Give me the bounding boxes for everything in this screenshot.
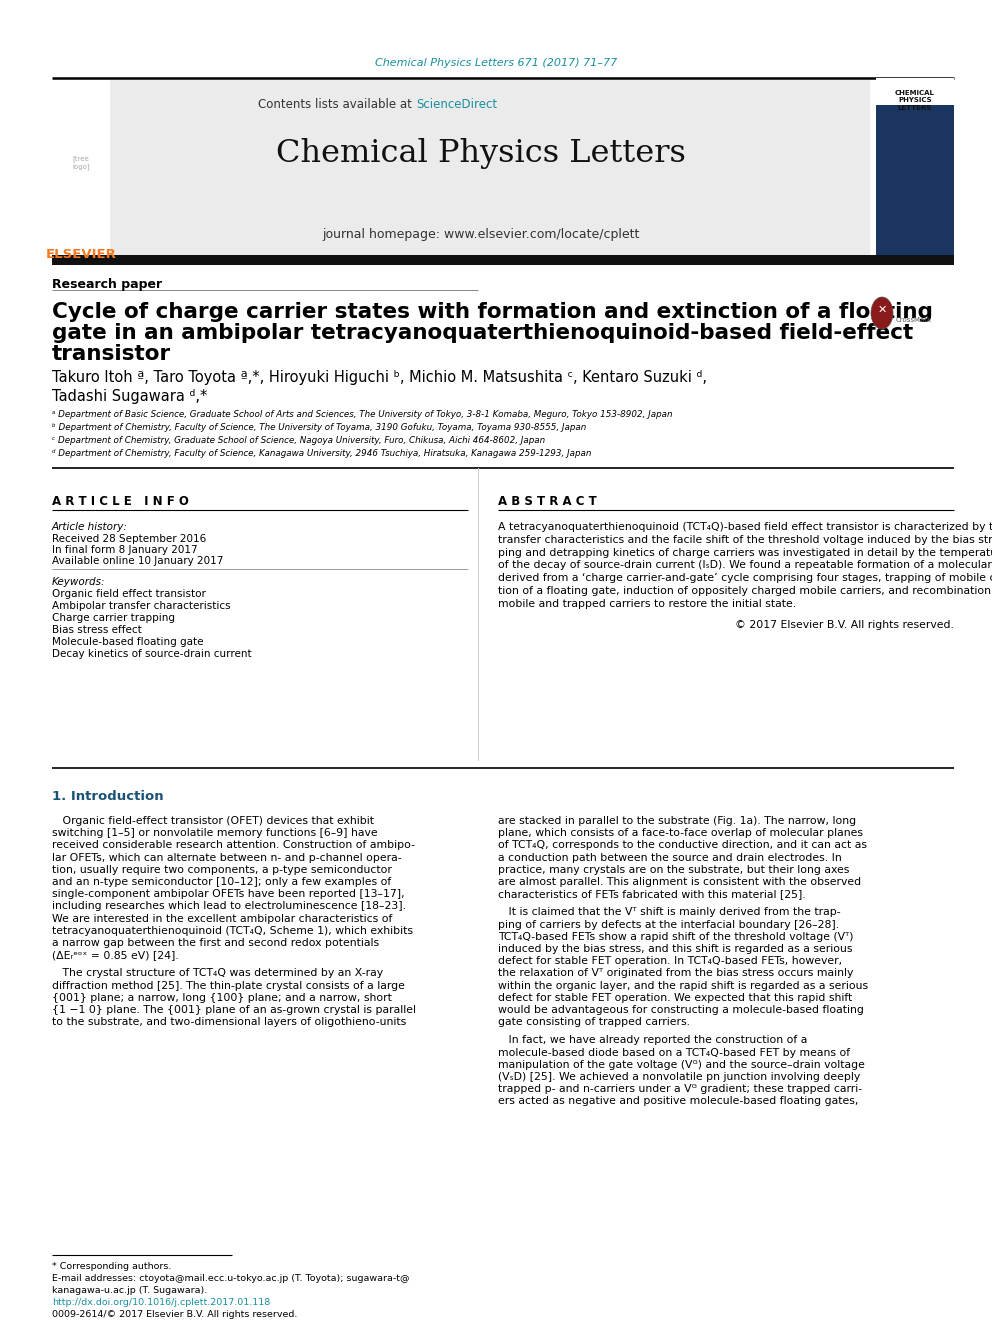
- Text: E-mail addresses: ctoyota@mail.ecc.u-tokyo.ac.jp (T. Toyota); sugawara-t@: E-mail addresses: ctoyota@mail.ecc.u-tok…: [52, 1274, 410, 1283]
- Text: transistor: transistor: [52, 344, 172, 364]
- Text: derived from a ‘charge carrier-and-gate’ cycle comprising four stages, trapping : derived from a ‘charge carrier-and-gate’…: [498, 573, 992, 583]
- Text: ping and detrapping kinetics of charge carriers was investigated in detail by th: ping and detrapping kinetics of charge c…: [498, 548, 992, 557]
- Text: Cycle of charge carrier states with formation and extinction of a floating: Cycle of charge carrier states with form…: [52, 302, 932, 321]
- Text: * Corresponding authors.: * Corresponding authors.: [52, 1262, 172, 1271]
- Text: Article history:: Article history:: [52, 523, 128, 532]
- Text: within the organic layer, and the rapid shift is regarded as a serious: within the organic layer, and the rapid …: [498, 980, 868, 991]
- Text: 1. Introduction: 1. Introduction: [52, 790, 164, 803]
- Text: are stacked in parallel to the substrate (Fig. 1a). The narrow, long: are stacked in parallel to the substrate…: [498, 816, 856, 826]
- Text: Takuro Itoh ª, Taro Toyota ª,*, Hiroyuki Higuchi ᵇ, Michio M. Matsushita ᶜ, Kent: Takuro Itoh ª, Taro Toyota ª,*, Hiroyuki…: [52, 370, 707, 385]
- Text: In final form 8 January 2017: In final form 8 January 2017: [52, 545, 197, 556]
- Text: trapped p- and n-carriers under a Vᴳ gradient; these trapped carri-: trapped p- and n-carriers under a Vᴳ gra…: [498, 1085, 862, 1094]
- Text: gate in an ambipolar tetracyanoquaterthienoquinoid-based field-effect: gate in an ambipolar tetracyanoquaterthi…: [52, 323, 914, 343]
- Text: molecule-based diode based on a TCT₄Q-based FET by means of: molecule-based diode based on a TCT₄Q-ba…: [498, 1048, 850, 1057]
- Text: CrossMark: CrossMark: [896, 318, 932, 323]
- Text: of TCT₄Q, corresponds to the conductive direction, and it can act as: of TCT₄Q, corresponds to the conductive …: [498, 840, 867, 851]
- Text: kanagawa-u.ac.jp (T. Sugawara).: kanagawa-u.ac.jp (T. Sugawara).: [52, 1286, 207, 1295]
- Text: The crystal structure of TCT₄Q was determined by an X-ray: The crystal structure of TCT₄Q was deter…: [52, 968, 383, 979]
- Bar: [876, 79, 954, 258]
- Text: to the substrate, and two-dimensional layers of oligothieno-units: to the substrate, and two-dimensional la…: [52, 1017, 407, 1027]
- Text: ScienceDirect: ScienceDirect: [416, 98, 497, 111]
- Text: defect for stable FET operation. In TCT₄Q-based FETs, however,: defect for stable FET operation. In TCT₄…: [498, 957, 842, 966]
- Text: (VₛD) [25]. We achieved a nonvolatile pn junction involving deeply: (VₛD) [25]. We achieved a nonvolatile pn…: [498, 1072, 860, 1082]
- Text: Ambipolar transfer characteristics: Ambipolar transfer characteristics: [52, 601, 230, 611]
- Text: practice, many crystals are on the substrate, but their long axes: practice, many crystals are on the subst…: [498, 865, 849, 875]
- Text: including researches which lead to electroluminescence [18–23].: including researches which lead to elect…: [52, 901, 406, 912]
- Text: received considerable research attention. Construction of ambipo-: received considerable research attention…: [52, 840, 415, 851]
- Text: A R T I C L E   I N F O: A R T I C L E I N F O: [52, 495, 188, 508]
- Text: It is claimed that the Vᵀ shift is mainly derived from the trap-: It is claimed that the Vᵀ shift is mainl…: [498, 908, 840, 917]
- Text: characteristics of FETs fabricated with this material [25].: characteristics of FETs fabricated with …: [498, 889, 806, 900]
- Text: Available online 10 January 2017: Available online 10 January 2017: [52, 556, 223, 566]
- Text: Research paper: Research paper: [52, 278, 162, 291]
- Text: A B S T R A C T: A B S T R A C T: [498, 495, 597, 508]
- Text: Chemical Physics Letters 671 (2017) 71–77: Chemical Physics Letters 671 (2017) 71–7…: [375, 58, 617, 67]
- Text: {001} plane; a narrow, long {100} plane; and a narrow, short: {001} plane; a narrow, long {100} plane;…: [52, 992, 392, 1003]
- Text: We are interested in the excellent ambipolar characteristics of: We are interested in the excellent ambip…: [52, 914, 393, 923]
- Text: {1 −1 0} plane. The {001} plane of an as-grown crystal is parallel: {1 −1 0} plane. The {001} plane of an as…: [52, 1005, 416, 1015]
- Text: ᵈ Department of Chemistry, Faculty of Science, Kanagawa University, 2946 Tsuchiy: ᵈ Department of Chemistry, Faculty of Sc…: [52, 448, 591, 458]
- Text: lar OFETs, which can alternate between n- and p-channel opera-: lar OFETs, which can alternate between n…: [52, 852, 402, 863]
- Text: transfer characteristics and the facile shift of the threshold voltage induced b: transfer characteristics and the facile …: [498, 534, 992, 545]
- Text: Tadashi Sugawara ᵈ,*: Tadashi Sugawara ᵈ,*: [52, 389, 207, 404]
- Text: Charge carrier trapping: Charge carrier trapping: [52, 613, 175, 623]
- Text: journal homepage: www.elsevier.com/locate/cplett: journal homepage: www.elsevier.com/locat…: [322, 228, 640, 241]
- Text: tion of a floating gate, induction of oppositely charged mobile carriers, and re: tion of a floating gate, induction of op…: [498, 586, 992, 595]
- Text: © 2017 Elsevier B.V. All rights reserved.: © 2017 Elsevier B.V. All rights reserved…: [735, 619, 954, 630]
- Text: switching [1–5] or nonvolatile memory functions [6–9] have: switching [1–5] or nonvolatile memory fu…: [52, 828, 378, 839]
- Text: the relaxation of Vᵀ originated from the bias stress occurs mainly: the relaxation of Vᵀ originated from the…: [498, 968, 853, 979]
- Text: are almost parallel. This alignment is consistent with the observed: are almost parallel. This alignment is c…: [498, 877, 861, 886]
- Text: http://dx.doi.org/10.1016/j.cplett.2017.01.118: http://dx.doi.org/10.1016/j.cplett.2017.…: [52, 1298, 270, 1307]
- Text: ping of carriers by defects at the interfacial boundary [26–28].: ping of carriers by defects at the inter…: [498, 919, 839, 930]
- Text: ᵃ Department of Basic Science, Graduate School of Arts and Sciences, The Univers: ᵃ Department of Basic Science, Graduate …: [52, 410, 673, 419]
- Bar: [80, 79, 870, 255]
- Text: Keywords:: Keywords:: [52, 577, 105, 587]
- Text: tetracyanoquaterthienoquinoid (TCT₄Q, Scheme 1), which exhibits: tetracyanoquaterthienoquinoid (TCT₄Q, Sc…: [52, 926, 413, 935]
- Ellipse shape: [871, 296, 893, 329]
- Text: Organic field-effect transistor (OFET) devices that exhibit: Organic field-effect transistor (OFET) d…: [52, 816, 374, 826]
- Text: ᵇ Department of Chemistry, Faculty of Science, The University of Toyama, 3190 Go: ᵇ Department of Chemistry, Faculty of Sc…: [52, 423, 586, 433]
- Text: would be advantageous for constructing a molecule-based floating: would be advantageous for constructing a…: [498, 1005, 864, 1015]
- Text: Chemical Physics Letters: Chemical Physics Letters: [276, 138, 685, 169]
- Bar: [52, 79, 110, 258]
- Text: diffraction method [25]. The thin-plate crystal consists of a large: diffraction method [25]. The thin-plate …: [52, 980, 405, 991]
- Bar: [876, 78, 954, 105]
- Bar: [52, 255, 954, 265]
- Text: induced by the bias stress, and this shift is regarded as a serious: induced by the bias stress, and this shi…: [498, 945, 852, 954]
- Text: a conduction path between the source and drain electrodes. In: a conduction path between the source and…: [498, 852, 842, 863]
- Text: mobile and trapped carriers to restore the initial state.: mobile and trapped carriers to restore t…: [498, 599, 797, 609]
- Text: Decay kinetics of source-drain current: Decay kinetics of source-drain current: [52, 650, 252, 659]
- Text: ers acted as negative and positive molecule-based floating gates,: ers acted as negative and positive molec…: [498, 1097, 858, 1106]
- Text: In fact, we have already reported the construction of a: In fact, we have already reported the co…: [498, 1036, 807, 1045]
- Text: 0009-2614/© 2017 Elsevier B.V. All rights reserved.: 0009-2614/© 2017 Elsevier B.V. All right…: [52, 1310, 298, 1319]
- Text: of the decay of source-drain current (IₛD). We found a repeatable formation of a: of the decay of source-drain current (Iₛ…: [498, 561, 992, 570]
- Text: Bias stress effect: Bias stress effect: [52, 624, 142, 635]
- Text: single-component ambipolar OFETs have been reported [13–17],: single-component ambipolar OFETs have be…: [52, 889, 405, 900]
- Text: ELSEVIER: ELSEVIER: [46, 247, 116, 261]
- Text: tion, usually require two components, a p-type semiconductor: tion, usually require two components, a …: [52, 865, 392, 875]
- Text: ᶜ Department of Chemistry, Graduate School of Science, Nagoya University, Furo, : ᶜ Department of Chemistry, Graduate Scho…: [52, 437, 546, 445]
- Text: CHEMICAL
PHYSICS
LETTERS: CHEMICAL PHYSICS LETTERS: [895, 90, 934, 111]
- Text: plane, which consists of a face-to-face overlap of molecular planes: plane, which consists of a face-to-face …: [498, 828, 863, 839]
- Text: Received 28 September 2016: Received 28 September 2016: [52, 534, 206, 544]
- Text: Molecule-based floating gate: Molecule-based floating gate: [52, 636, 203, 647]
- Text: [tree
logo]: [tree logo]: [72, 155, 90, 169]
- Text: (ΔEᵣᵉᵒˣ = 0.85 eV) [24].: (ΔEᵣᵉᵒˣ = 0.85 eV) [24].: [52, 950, 179, 960]
- Text: manipulation of the gate voltage (Vᴳ) and the source–drain voltage: manipulation of the gate voltage (Vᴳ) an…: [498, 1060, 865, 1070]
- Text: A tetracyanoquaterthienoquinoid (TCT₄Q)-based field effect transistor is charact: A tetracyanoquaterthienoquinoid (TCT₄Q)-…: [498, 523, 992, 532]
- Text: gate consisting of trapped carriers.: gate consisting of trapped carriers.: [498, 1017, 690, 1027]
- Text: Organic field effect transistor: Organic field effect transistor: [52, 589, 206, 599]
- Text: and an n-type semiconductor [10–12]; only a few examples of: and an n-type semiconductor [10–12]; onl…: [52, 877, 391, 886]
- Text: TCT₄Q-based FETs show a rapid shift of the threshold voltage (Vᵀ): TCT₄Q-based FETs show a rapid shift of t…: [498, 931, 853, 942]
- Text: Contents lists available at: Contents lists available at: [258, 98, 416, 111]
- Text: ✕: ✕: [877, 306, 887, 315]
- Text: defect for stable FET operation. We expected that this rapid shift: defect for stable FET operation. We expe…: [498, 992, 852, 1003]
- Text: a narrow gap between the first and second redox potentials: a narrow gap between the first and secon…: [52, 938, 379, 949]
